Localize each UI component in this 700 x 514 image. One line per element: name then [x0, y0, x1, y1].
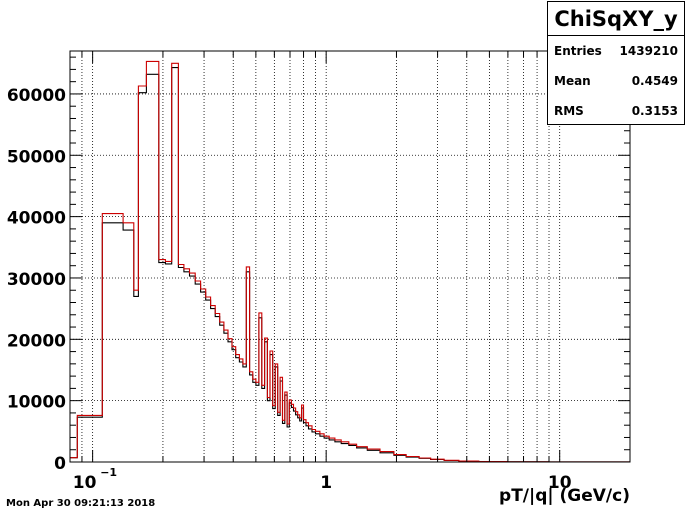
histogram-series-black	[70, 67, 630, 463]
grid-layer	[69, 51, 631, 462]
y-tick-label: 30000	[7, 270, 66, 290]
x-tick-label-exponent: −1	[100, 466, 117, 479]
datestamp: Mon Apr 30 09:21:13 2018	[6, 498, 156, 509]
stats-mean-value: 0.4549	[631, 74, 678, 88]
y-tick-label: 20000	[7, 331, 66, 351]
plot-frame	[69, 50, 631, 463]
series-layer	[70, 60, 630, 463]
y-tick-label: 60000	[7, 86, 66, 106]
y-tick-label: 0	[54, 454, 66, 474]
x-tick-label: 10	[73, 473, 97, 493]
y-tick-label: 50000	[7, 147, 66, 167]
stats-rms-value: 0.3153	[631, 104, 678, 118]
histogram-series-red	[70, 60, 630, 463]
stats-rms-label: RMS	[554, 104, 584, 118]
stats-box: ChiSqXY_y Entries 1439210 Mean 0.4549 RM…	[547, 1, 685, 125]
x-tick-label: 10	[548, 473, 572, 493]
y-tick-label: 40000	[7, 209, 66, 229]
stats-title: ChiSqXY_y	[548, 2, 684, 36]
x-axis-title: pT/|q| (GeV/c)	[499, 486, 630, 506]
stats-mean-label: Mean	[554, 74, 591, 88]
stats-entries-value: 1439210	[619, 44, 678, 58]
ticks-layer	[69, 51, 631, 463]
stats-row-entries: Entries 1439210	[548, 36, 684, 66]
y-tick-label: 10000	[7, 393, 66, 413]
stats-row-mean: Mean 0.4549	[548, 66, 684, 96]
x-tick-label: 1	[320, 473, 332, 493]
stats-entries-label: Entries	[554, 44, 602, 58]
stats-row-rms: RMS 0.3153	[548, 96, 684, 126]
